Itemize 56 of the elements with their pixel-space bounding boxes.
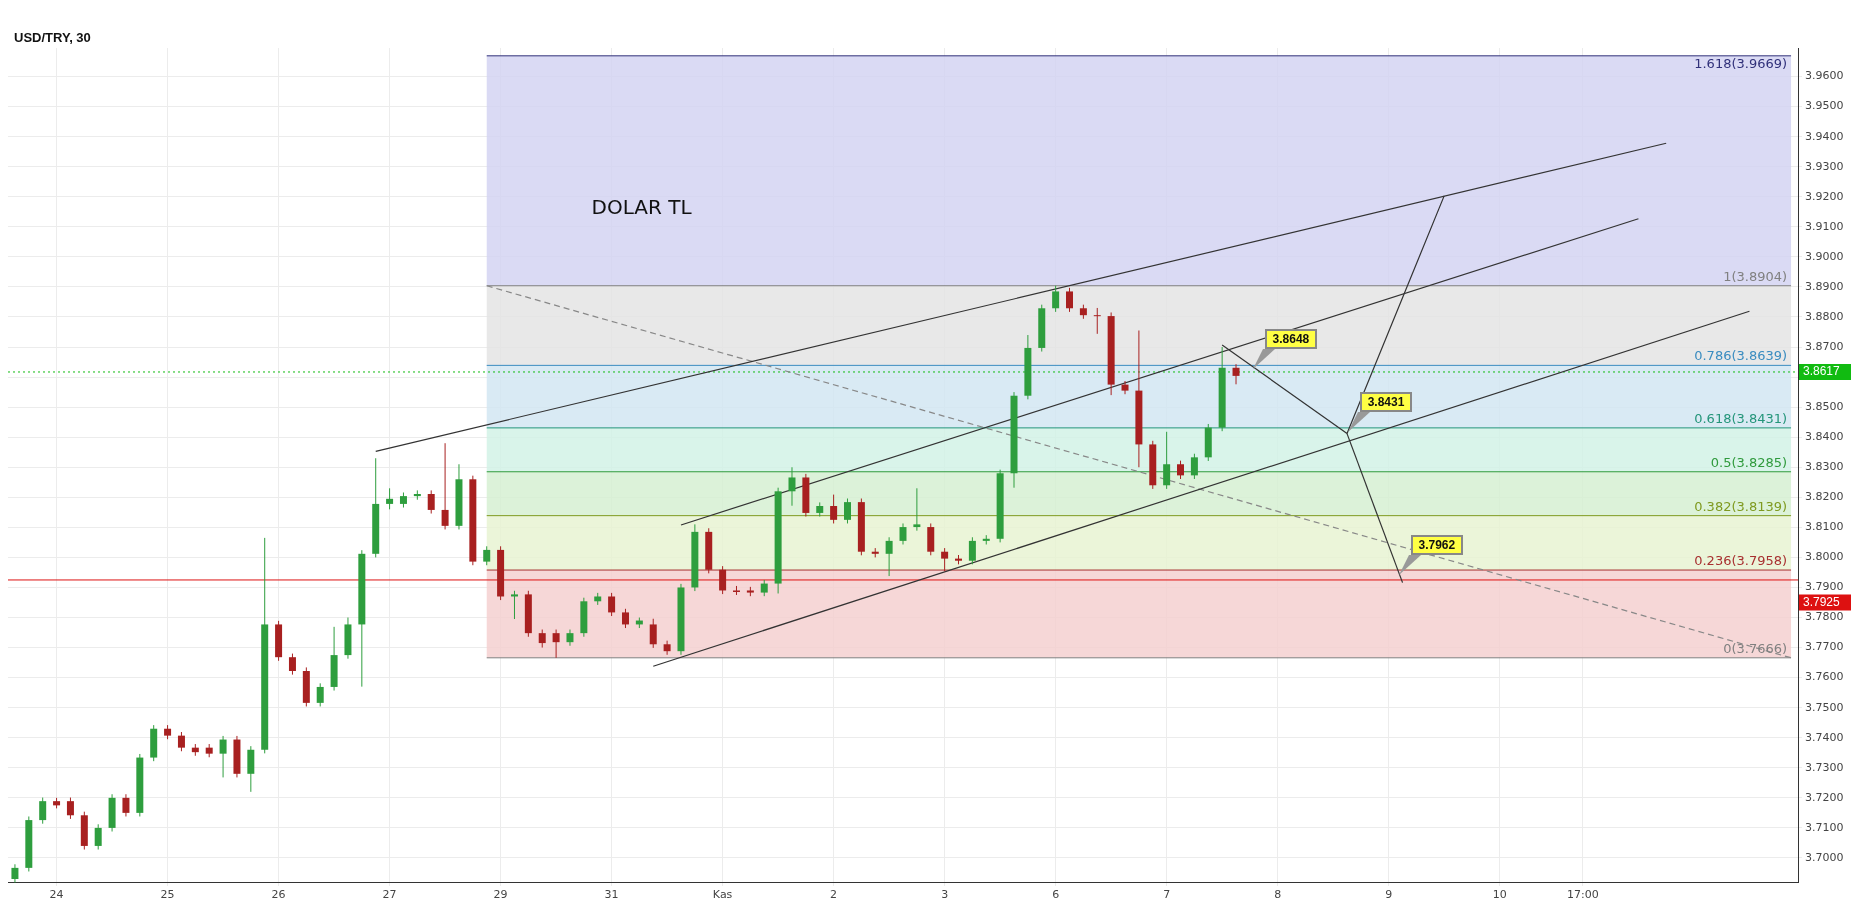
annotation: 3.8431 [1359, 391, 1412, 412]
ref-line-label: 3.8617 [1803, 364, 1841, 379]
y-tick-label: 3.8900 [1805, 279, 1844, 293]
y-tick-label: 3.7000 [1805, 850, 1844, 864]
y-tick-label: 3.8000 [1805, 550, 1844, 564]
y-tick-label: 3.8400 [1805, 430, 1844, 444]
y-tick-label: 3.9000 [1805, 249, 1844, 263]
y-tick-label: 3.9200 [1805, 189, 1844, 203]
ref-line-label: 1(3.8904) [1723, 268, 1788, 284]
ref-line-label: 0.5(3.8285) [1710, 454, 1788, 470]
ref-line-label: 0.236(3.7958) [1694, 552, 1788, 568]
ref-line-label: 0.618(3.8431) [1694, 410, 1788, 426]
ref-line-label: 1.618(3.9669) [1694, 55, 1788, 71]
x-tick-label: 17:00 [1567, 888, 1599, 902]
x-tick-label: 25 [160, 888, 175, 902]
x-tick-label: 2 [830, 888, 838, 902]
y-tick-label: 3.7800 [1805, 610, 1844, 624]
y-tick-label: 3.8100 [1805, 520, 1844, 534]
x-tick-label: 27 [382, 888, 397, 902]
y-tick-label: 3.8500 [1805, 400, 1844, 414]
y-tick-label: 3.8200 [1805, 490, 1844, 504]
y-tick-label: 3.9600 [1805, 69, 1844, 83]
y-tick-label: 3.7500 [1805, 700, 1844, 714]
annotation: DOLAR TL [591, 195, 693, 220]
annotation: 3.7962 [1410, 535, 1463, 556]
y-tick-label: 3.8700 [1805, 339, 1844, 353]
y-tick-label: 3.7100 [1805, 820, 1844, 834]
x-tick-label: 26 [271, 888, 286, 902]
chart-title: USD/TRY, 30 [14, 30, 91, 45]
ref-line-label: 0.382(3.8139) [1694, 498, 1788, 514]
y-tick-label: 3.9100 [1805, 219, 1844, 233]
ref-line-label: 0(3.7666) [1723, 640, 1788, 656]
y-tick-label: 3.7200 [1805, 790, 1844, 804]
ref-line-label: 3.7925 [1803, 594, 1841, 609]
x-tick-label: 24 [49, 888, 64, 902]
y-tick-label: 3.7600 [1805, 670, 1844, 684]
y-tick-label: 3.9400 [1805, 129, 1844, 143]
y-tick-label: 3.7700 [1805, 640, 1844, 654]
y-tick-label: 3.7300 [1805, 760, 1844, 774]
y-tick-label: 3.9300 [1805, 159, 1844, 173]
y-tick-label: 3.8300 [1805, 460, 1844, 474]
x-tick-label: 10 [1492, 888, 1507, 902]
x-tick-label: 29 [493, 888, 508, 902]
ref-line-label: 0.786(3.8639) [1694, 348, 1788, 364]
x-tick-label: 3 [941, 888, 949, 902]
y-tick-label: 3.7900 [1805, 580, 1844, 594]
x-tick-label: 31 [604, 888, 619, 902]
y-tick-label: 3.8800 [1805, 309, 1844, 323]
y-tick-label: 3.7400 [1805, 730, 1844, 744]
x-tick-label: 7 [1163, 888, 1171, 902]
x-tick-label: 6 [1052, 888, 1060, 902]
x-tick-label: 8 [1274, 888, 1282, 902]
x-tick-label: Kas [712, 888, 733, 902]
x-tick-label: 9 [1385, 888, 1393, 902]
annotation: 3.8648 [1264, 329, 1317, 350]
y-tick-label: 3.9500 [1805, 99, 1844, 113]
